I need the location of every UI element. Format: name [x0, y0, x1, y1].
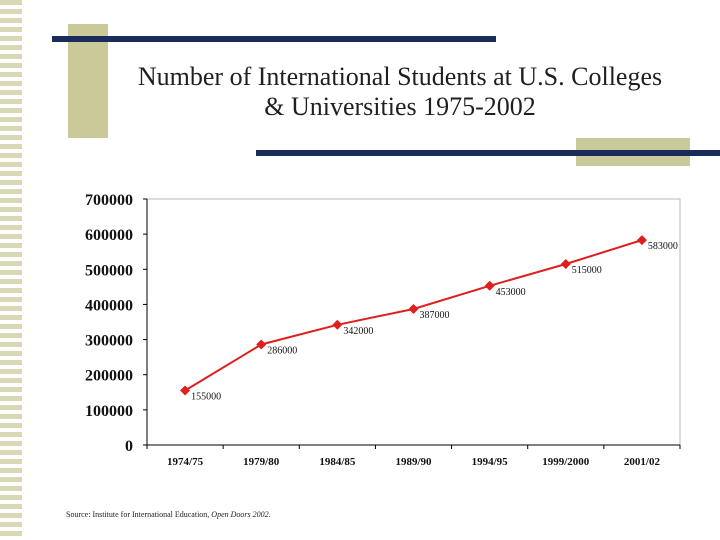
data-point [180, 385, 191, 396]
source-prefix: Source: Institute for International Educ… [66, 510, 212, 519]
top-navy-rule [52, 36, 496, 42]
y-tick-label: 300000 [85, 333, 133, 350]
data-point [408, 303, 419, 314]
x-tick-label: 1999/2000 [542, 456, 590, 468]
source-publication: Open Doors 2002 [211, 510, 269, 519]
left-stripe-decoration [0, 0, 22, 540]
data-label: 155000 [191, 392, 221, 403]
data-point [636, 235, 647, 246]
data-point [560, 259, 571, 270]
data-label: 387000 [420, 310, 450, 321]
data-point [484, 280, 495, 291]
data-label: 583000 [648, 241, 678, 252]
plot-area [146, 198, 681, 446]
x-tick-label: 1994/95 [472, 456, 509, 468]
data-point [256, 339, 267, 350]
x-tick-label: 1974/75 [167, 456, 204, 468]
title-line-2: & Universities 1975-2002 [264, 92, 536, 121]
x-tick-label: 1984/85 [319, 456, 356, 468]
y-tick-label: 500000 [85, 262, 133, 279]
y-tick-label: 700000 [85, 192, 133, 209]
y-tick-label: 100000 [85, 403, 133, 420]
page-title: Number of International Students at U.S.… [100, 62, 700, 122]
title-line-1: Number of International Students at U.S.… [137, 62, 663, 91]
top-left-tan-block [68, 24, 108, 138]
y-tick-label: 600000 [85, 227, 133, 244]
y-tick-label: 0 [125, 438, 133, 455]
data-label: 342000 [343, 326, 373, 337]
data-point [332, 319, 343, 330]
source-suffix: . [268, 510, 271, 519]
series-line [184, 239, 643, 392]
bottom-navy-rule [256, 150, 720, 156]
data-label: 453000 [496, 287, 526, 298]
data-label: 286000 [267, 345, 297, 356]
y-tick-label: 400000 [85, 297, 133, 314]
x-tick-label: 1979/80 [243, 456, 280, 468]
data-label: 515000 [572, 265, 602, 276]
y-tick-label: 200000 [85, 368, 133, 385]
x-tick-label: 1989/90 [395, 456, 432, 468]
source-note: Source: Institute for International Educ… [66, 510, 271, 519]
x-tick-label: 2001/02 [624, 456, 661, 468]
